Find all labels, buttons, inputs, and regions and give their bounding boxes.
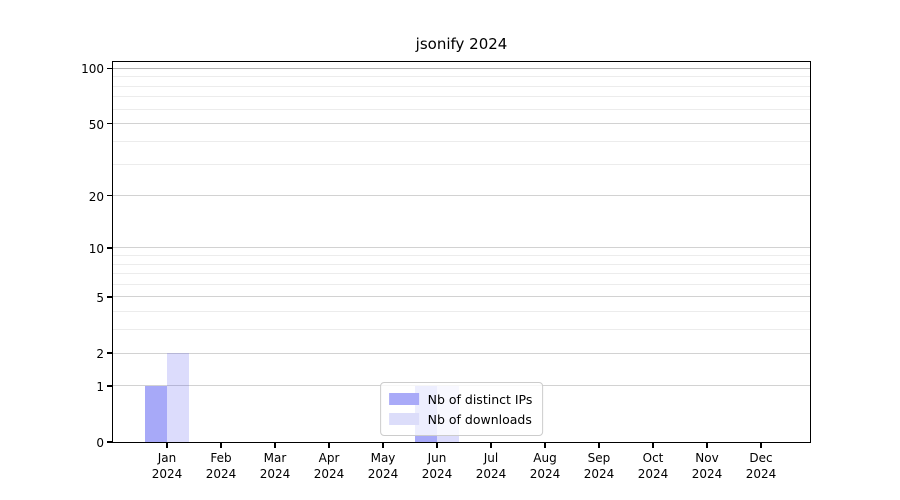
legend-swatch [388,413,419,425]
y-gridline-minor [113,255,810,257]
legend: Nb of distinct IPs Nb of downloads [379,382,544,436]
y-axis-tick [107,385,113,387]
y-tick-label: 1 [96,379,104,394]
chart-title: jsonify 2024 [415,35,508,53]
y-tick-label: 100 [81,62,104,77]
y-gridline-minor [113,163,810,165]
x-tick-label: Apr 2024 [313,451,345,481]
x-tick-label: Jul 2024 [475,451,507,481]
y-gridline-minor [113,263,810,265]
x-tick-label: Mar 2024 [259,451,291,481]
y-tick-label: 2 [96,347,104,362]
x-axis-tick [490,442,492,448]
x-axis-tick [652,442,654,448]
y-gridline-major [113,296,810,298]
y-tick-label: 20 [88,189,104,204]
legend-entry: Nb of distinct IPs [388,390,533,408]
y-gridline-major [113,352,810,354]
y-tick-label: 50 [88,117,104,132]
x-tick-label: Nov 2024 [691,451,723,481]
x-tick-label: Jan 2024 [151,451,183,481]
y-gridline-minor [113,273,810,275]
y-axis-tick [107,352,113,354]
x-tick-label: May 2024 [367,451,399,481]
y-axis-tick [107,194,113,197]
y-axis-tick [107,122,113,125]
x-axis-tick [598,442,600,448]
x-axis-tick [544,442,546,448]
y-gridline-minor [113,311,810,313]
y-gridline-minor [113,140,810,142]
y-axis-tick [107,441,113,443]
y-tick-label: 10 [88,241,104,256]
y-tick-label: 5 [96,290,104,305]
x-tick-label: Aug 2024 [529,451,561,481]
x-tick-label: Feb 2024 [205,451,237,481]
y-axis-tick [107,67,113,70]
y-gridline-major [113,195,810,197]
x-tick-label: Oct 2024 [637,451,669,481]
x-axis-tick [166,442,168,448]
x-axis-tick [436,442,438,448]
x-tick-label: Jun 2024 [421,451,453,481]
y-axis-tick [107,296,113,298]
x-axis-tick [706,442,708,448]
bar-nb-of-distinct-ips-jan [145,385,167,442]
y-gridline-minor [113,85,810,87]
x-axis-tick [328,442,330,448]
legend-entry: Nb of downloads [388,410,533,428]
x-tick-label: Sep 2024 [583,451,615,481]
plot-area: Nb of distinct IPs Nb of downloads 0 1 2 5 10… [81,61,811,481]
y-gridline-major [113,123,810,125]
legend-swatch [388,393,419,405]
legend-label: Nb of downloads [427,411,532,427]
y-gridline-minor [113,284,810,285]
y-gridline-major [113,67,810,69]
x-tick-label: Dec 2024 [745,451,777,481]
x-axis-tick [220,442,222,448]
y-gridline-minor [113,108,810,110]
y-axis-tick [107,247,113,249]
x-axis-tick [760,442,762,448]
y-gridline-major [113,247,810,249]
x-axis-tick [382,442,384,448]
x-axis-tick [274,442,276,448]
bar-nb-of-downloads-jan [167,353,189,442]
legend-label: Nb of distinct IPs [427,391,533,407]
y-gridline-minor [113,76,810,78]
y-gridline-minor [113,96,810,98]
y-tick-label: 0 [96,436,104,450]
y-gridline-minor [113,329,810,331]
